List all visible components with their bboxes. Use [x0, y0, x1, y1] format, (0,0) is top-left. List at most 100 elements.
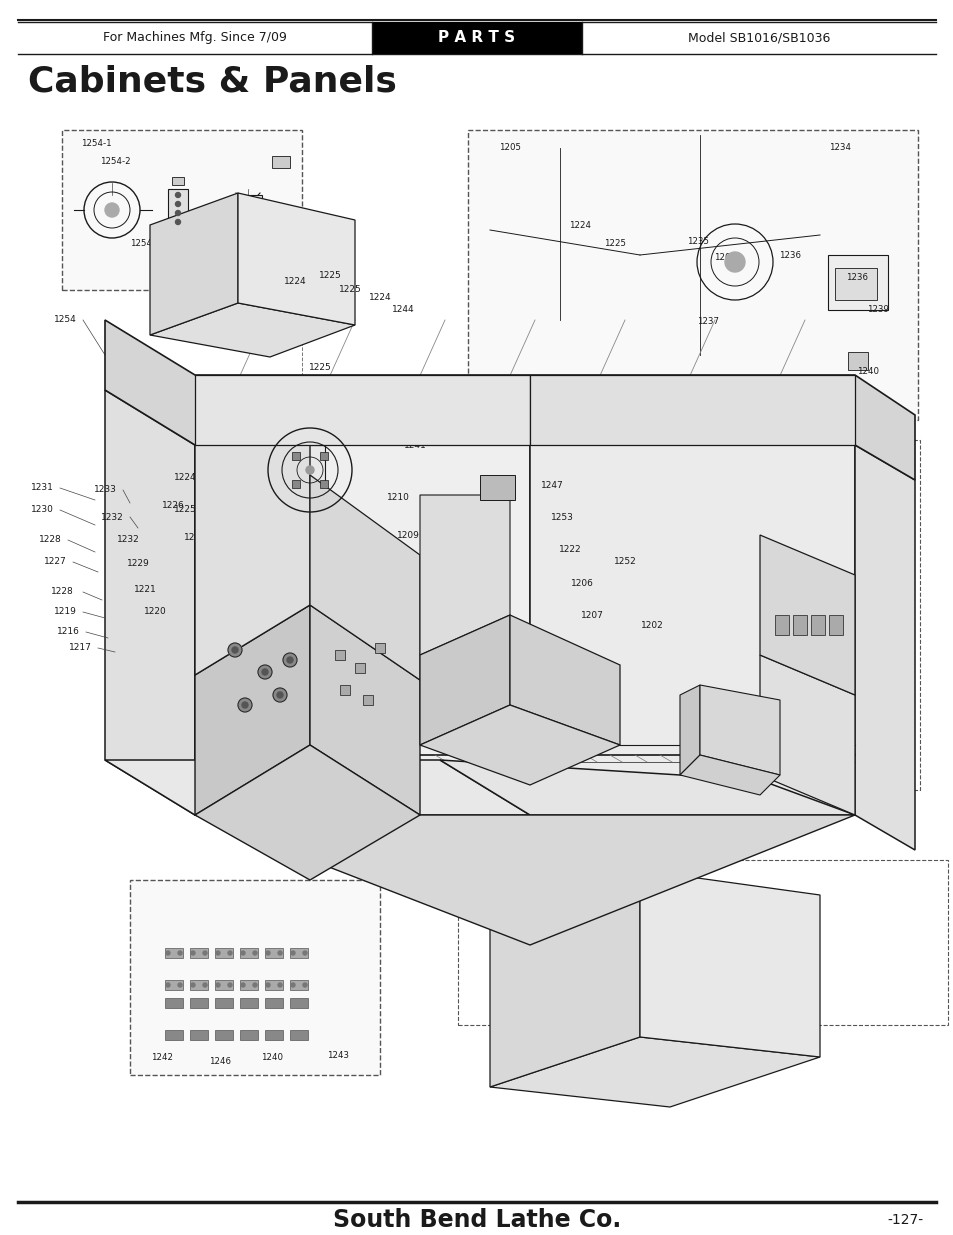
Text: 1209: 1209 [396, 531, 419, 540]
Polygon shape [679, 755, 780, 795]
Text: 1222: 1222 [558, 546, 580, 555]
Text: 1246: 1246 [209, 1057, 231, 1067]
Text: 1220: 1220 [144, 608, 166, 616]
Text: 1251: 1251 [213, 788, 236, 798]
Text: 1237: 1237 [697, 317, 719, 326]
Text: 1240: 1240 [261, 1053, 283, 1062]
Bar [165, 981, 183, 990]
Circle shape [215, 951, 220, 955]
Polygon shape [700, 685, 780, 776]
Text: 1206: 1206 [414, 834, 436, 842]
Polygon shape [310, 475, 419, 680]
Circle shape [266, 983, 270, 987]
Polygon shape [419, 705, 619, 785]
Text: 1244: 1244 [392, 305, 414, 315]
Text: 1253: 1253 [550, 513, 573, 521]
Bar [292, 452, 299, 459]
Bar [233, 195, 262, 224]
Text: 1224: 1224 [283, 278, 306, 287]
Text: 1224: 1224 [173, 473, 196, 482]
Circle shape [178, 951, 182, 955]
Polygon shape [150, 193, 237, 335]
Bar [62, 130, 302, 290]
Text: 1223: 1223 [183, 532, 206, 541]
Polygon shape [679, 685, 700, 776]
Bar [320, 480, 328, 488]
Text: 1213: 1213 [236, 676, 259, 684]
Polygon shape [639, 869, 820, 1057]
Text: 1224: 1224 [291, 427, 313, 436]
Text: 1232: 1232 [100, 513, 123, 521]
Text: 1225: 1225 [309, 363, 331, 373]
Bar [459, 440, 919, 790]
Text: 1234: 1234 [828, 142, 850, 152]
Text: 1254-4: 1254-4 [165, 252, 195, 261]
Bar [214, 948, 233, 958]
Text: For Machines Mfg. Since 7/09: For Machines Mfg. Since 7/09 [103, 32, 287, 44]
Circle shape [166, 983, 170, 987]
Bar [190, 998, 208, 1008]
Bar [172, 177, 184, 185]
Text: 1216: 1216 [56, 627, 79, 636]
Text: 1201: 1201 [580, 841, 603, 850]
Text: 1236: 1236 [845, 273, 867, 282]
Polygon shape [310, 605, 419, 815]
Text: 1225: 1225 [338, 285, 361, 294]
Text: -127-: -127- [886, 1213, 923, 1228]
Bar [272, 156, 290, 168]
Text: P A R T S: P A R T S [438, 31, 515, 46]
Circle shape [175, 193, 180, 198]
Bar [375, 643, 385, 653]
Text: 1233: 1233 [93, 485, 116, 494]
Text: 1249: 1249 [517, 383, 538, 391]
Polygon shape [419, 495, 510, 655]
Polygon shape [530, 445, 854, 815]
Circle shape [291, 983, 294, 987]
Text: 1214: 1214 [227, 643, 249, 652]
Bar [363, 695, 373, 705]
Bar [457, 860, 947, 1025]
Circle shape [191, 983, 194, 987]
Text: 1240: 1240 [856, 368, 878, 377]
Circle shape [175, 210, 180, 215]
Text: 1225: 1225 [173, 505, 196, 515]
Text: Model SB1016/SB1036: Model SB1016/SB1036 [687, 32, 829, 44]
Bar [265, 981, 283, 990]
Bar [827, 254, 887, 310]
Polygon shape [105, 320, 914, 480]
Text: 1202: 1202 [640, 620, 662, 630]
Circle shape [178, 983, 182, 987]
Bar [290, 998, 308, 1008]
Text: 1216: 1216 [207, 593, 230, 601]
Bar [834, 268, 876, 300]
Circle shape [303, 983, 307, 987]
Circle shape [253, 951, 256, 955]
Circle shape [273, 688, 287, 701]
Text: 1254-2: 1254-2 [99, 158, 131, 167]
Bar [214, 981, 233, 990]
Circle shape [241, 951, 245, 955]
Text: 1226: 1226 [161, 500, 184, 510]
Text: 1228: 1228 [38, 536, 61, 545]
Text: 1243: 1243 [327, 1051, 349, 1060]
Text: 1231: 1231 [30, 483, 53, 493]
Circle shape [228, 951, 232, 955]
Bar [479, 475, 515, 500]
Circle shape [283, 653, 296, 667]
Bar [190, 1030, 208, 1040]
Text: 1224: 1224 [568, 221, 590, 230]
Circle shape [241, 983, 245, 987]
Circle shape [724, 252, 744, 272]
Text: 1248: 1248 [536, 432, 558, 441]
Text: 1211: 1211 [263, 746, 286, 755]
Text: 1206: 1206 [420, 559, 443, 568]
Bar [210, 445, 325, 776]
Polygon shape [194, 745, 419, 881]
Text: 1247: 1247 [540, 480, 563, 489]
Text: 1224: 1224 [368, 294, 391, 303]
Bar [240, 1030, 257, 1040]
Text: 1212: 1212 [252, 710, 274, 720]
Bar [240, 981, 257, 990]
Text: 1228: 1228 [51, 588, 73, 597]
Polygon shape [854, 445, 914, 850]
